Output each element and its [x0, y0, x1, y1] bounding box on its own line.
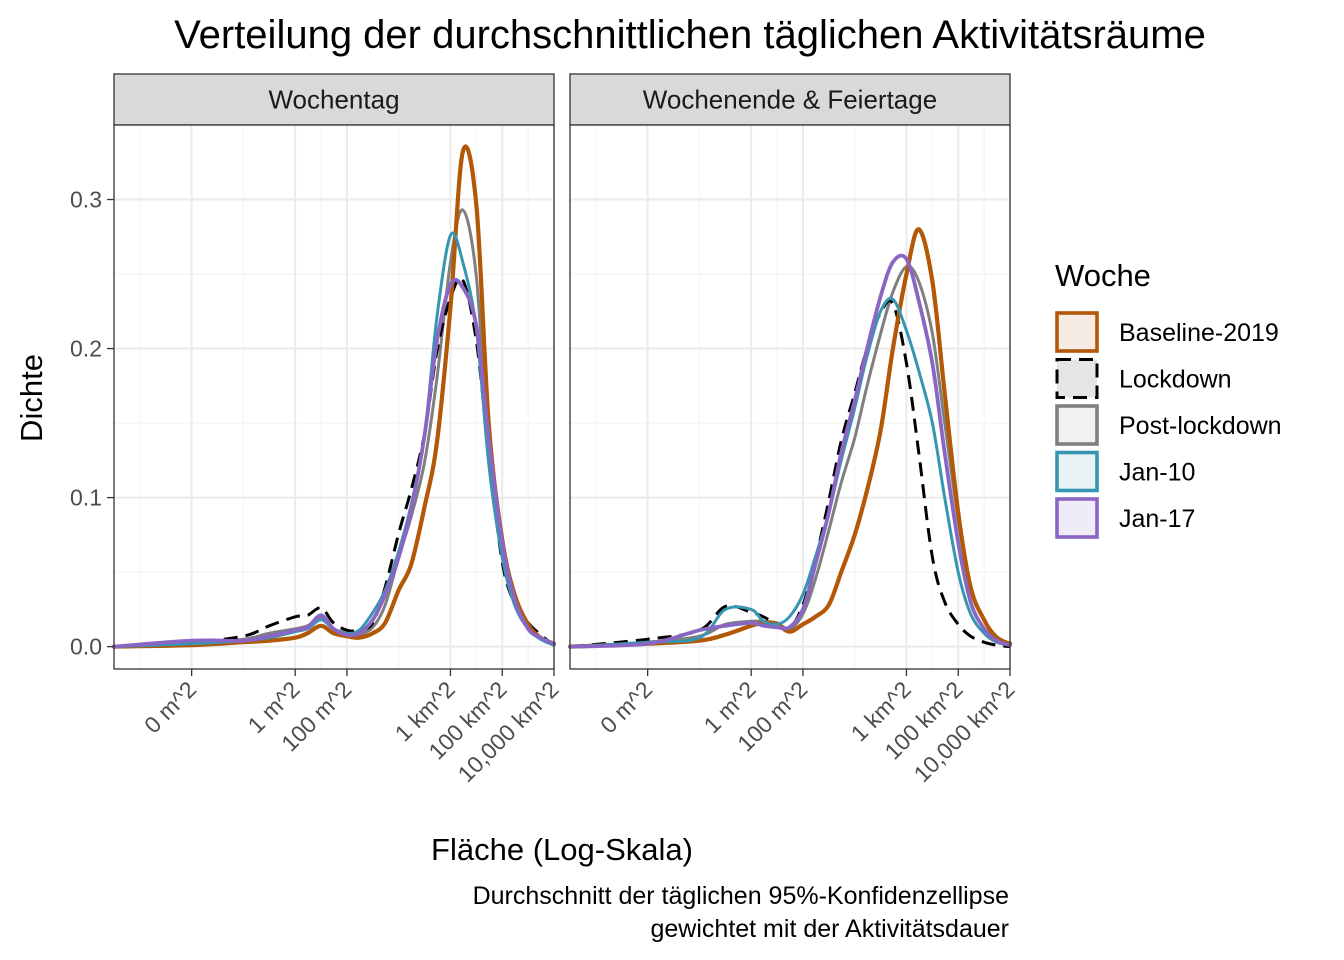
series-lines [111, 144, 557, 649]
x-axis-title: Fläche (Log-Skala) [431, 832, 693, 867]
panel-border [569, 124, 1011, 670]
facet-strip-label: Wochenende & Feiertage [643, 85, 937, 115]
y-axis-title: Dichte [14, 354, 49, 442]
plot-background [114, 125, 554, 669]
legend-item-jan-10[interactable]: Jan-10 [1055, 450, 1195, 493]
legend-item-post-lockdown[interactable]: Post-lockdown [1055, 404, 1282, 446]
legend-label: Jan-17 [1119, 505, 1195, 533]
facet-strip [113, 73, 555, 126]
facet-strip [569, 73, 1011, 126]
legend-title: Woche [1055, 258, 1151, 293]
caption-line-1: Durchschnitt der täglichen 95%-Konfidenz… [473, 882, 1009, 910]
legend-label: Jan-10 [1119, 459, 1195, 487]
series-line-jan-17 [112, 277, 556, 649]
legend-item-lockdown[interactable]: Lockdown [1055, 358, 1232, 399]
caption-line-2: gewichtet mit der Aktivitätsdauer [651, 915, 1010, 943]
legend-item-jan-17[interactable]: Jan-17 [1055, 497, 1195, 539]
legend-key [1055, 311, 1099, 353]
x-tick-label: 0 m^2 [139, 676, 201, 738]
y-tick-label: 0.0 [70, 634, 102, 660]
legend-key [1055, 450, 1099, 493]
chart-title: Verteilung der durchschnittlichen täglic… [174, 13, 1206, 57]
legend-label: Post-lockdown [1119, 412, 1282, 440]
minor-gridlines [114, 125, 554, 669]
series-lines [567, 227, 1013, 649]
series-line-jan-17 [568, 253, 1012, 649]
panel-border [113, 124, 555, 670]
x-tick-label: 0 m^2 [595, 676, 657, 738]
facet-strip-label: Wochentag [268, 85, 399, 115]
legend-key [1055, 358, 1099, 399]
legend-item-baseline-2019[interactable]: Baseline-2019 [1055, 311, 1279, 353]
series-line-lockdown [113, 276, 555, 649]
y-tick-label: 0.2 [70, 336, 102, 362]
legend-key [1055, 404, 1099, 446]
series-line-baseline-2019 [567, 227, 1013, 649]
y-tick-label: 0.1 [70, 485, 102, 511]
legend-label: Baseline-2019 [1119, 319, 1279, 347]
legend-key [1055, 497, 1099, 539]
y-tick-label: 0.3 [70, 187, 102, 213]
y-axis: 0.0 0.1 0.2 0.3 [70, 187, 114, 660]
legend: Woche Baseline-2019 Lockdown Post-lockdown… [1055, 258, 1282, 539]
legend-label: Lockdown [1119, 366, 1232, 394]
